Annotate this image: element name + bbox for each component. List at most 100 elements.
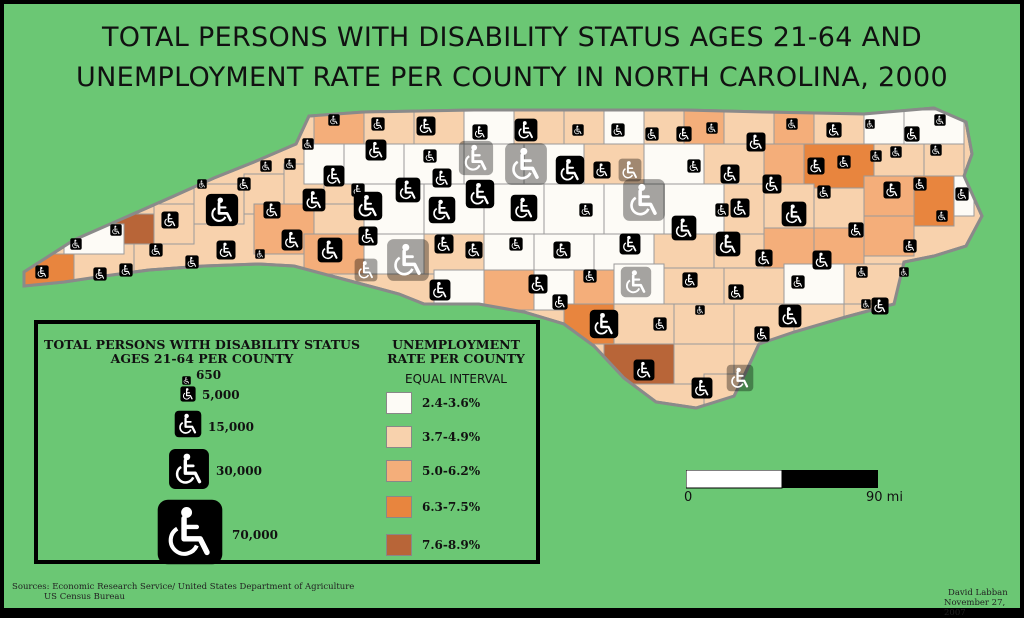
wheelchair-icon bbox=[762, 174, 782, 194]
wheelchair-icon bbox=[197, 179, 207, 189]
wheelchair-icon bbox=[611, 123, 625, 137]
map-title-line-1: TOTAL PERSONS WITH DISABILITY STATUS AGE… bbox=[102, 22, 922, 53]
author-name: David Labban bbox=[948, 588, 1008, 598]
wheelchair-icon bbox=[755, 249, 773, 267]
wheelchair-icon bbox=[180, 386, 196, 402]
wheelchair-icon bbox=[623, 179, 665, 221]
wheelchair-icon bbox=[890, 146, 902, 158]
wheelchair-icon bbox=[619, 233, 641, 255]
scale-end-label: 90 mi bbox=[866, 490, 903, 505]
wheelchair-icon bbox=[465, 179, 495, 209]
wheelchair-icon bbox=[70, 238, 82, 250]
wheelchair-icon bbox=[778, 304, 802, 328]
scale-start-label: 0 bbox=[684, 490, 693, 505]
wheelchair-icon bbox=[182, 370, 191, 385]
county-region bbox=[813, 187, 865, 229]
wheelchair-icon bbox=[552, 294, 568, 310]
wheelchair-icon bbox=[870, 150, 882, 162]
unemployment-legend-heading: UNEMPLOYMENT RATE PER COUNTY bbox=[387, 337, 525, 366]
wheelchair-icon bbox=[358, 226, 378, 246]
size-label-30000: 30,000 bbox=[216, 464, 262, 478]
wheelchair-icon bbox=[904, 126, 920, 142]
map-date: November 27, 2007 bbox=[944, 598, 1006, 618]
wheelchair-icon bbox=[149, 243, 163, 257]
wheelchair-icon bbox=[856, 266, 868, 278]
wheelchair-icon bbox=[354, 258, 378, 282]
wheelchair-icon bbox=[169, 449, 209, 489]
wheelchair-icon bbox=[754, 326, 770, 342]
scale-bar bbox=[686, 470, 878, 489]
wheelchair-icon bbox=[817, 185, 831, 199]
county-region bbox=[543, 183, 605, 235]
wheelchair-icon bbox=[458, 140, 494, 176]
rate-label-3: 5.0-6.2% bbox=[422, 464, 481, 478]
wheelchair-icon bbox=[174, 410, 202, 438]
wheelchair-icon bbox=[786, 118, 798, 130]
wheelchair-icon bbox=[572, 124, 584, 136]
wheelchair-icon bbox=[174, 410, 202, 438]
map-poster: TOTAL PERSONS WITH DISABILITY STATUS AGE… bbox=[4, 4, 1020, 618]
wheelchair-icon bbox=[302, 188, 326, 212]
wheelchair-icon bbox=[676, 126, 692, 142]
wheelchair-icon bbox=[728, 284, 744, 300]
wheelchair-icon bbox=[93, 267, 107, 281]
wheelchair-icon bbox=[593, 161, 611, 179]
wheelchair-icon bbox=[284, 158, 296, 170]
wheelchair-icon bbox=[720, 164, 740, 184]
wheelchair-icon bbox=[161, 211, 179, 229]
wheelchair-icon bbox=[691, 377, 713, 399]
size-label-5000: 5,000 bbox=[202, 388, 240, 402]
wheelchair-icon bbox=[791, 275, 805, 289]
wheelchair-icon bbox=[281, 229, 303, 251]
wheelchair-icon bbox=[185, 255, 199, 269]
wheelchair-icon bbox=[865, 119, 875, 129]
wheelchair-icon bbox=[682, 272, 698, 288]
wheelchair-icon bbox=[168, 448, 210, 490]
county-region bbox=[463, 109, 515, 145]
wheelchair-icon bbox=[328, 114, 340, 126]
wheelchair-icon bbox=[913, 177, 927, 191]
wheelchair-icon bbox=[180, 386, 196, 402]
wheelchair-icon bbox=[903, 239, 917, 253]
wheelchair-icon bbox=[528, 274, 548, 294]
sources-line-1: Sources: Economic Research Service/ Unit… bbox=[12, 582, 355, 592]
wheelchair-icon bbox=[618, 158, 642, 182]
unemployment-legend-subheading: EQUAL INTERVAL bbox=[405, 372, 507, 386]
map-title-line-2: UNEMPLOYMENT RATE PER COUNTY IN NORTH CA… bbox=[76, 62, 948, 93]
wheelchair-icon bbox=[255, 249, 265, 259]
wheelchair-icon bbox=[263, 201, 281, 219]
county-region bbox=[303, 233, 365, 275]
map-title: TOTAL PERSONS WITH DISABILITY STATUS AGE… bbox=[4, 18, 1020, 98]
wheelchair-icon bbox=[807, 157, 825, 175]
wheelchair-icon bbox=[472, 124, 488, 140]
wheelchair-icon bbox=[936, 210, 948, 222]
wheelchair-icon bbox=[633, 359, 655, 381]
wheelchair-icon bbox=[620, 266, 652, 298]
wheelchair-icon bbox=[934, 114, 946, 126]
wheelchair-icon bbox=[423, 149, 437, 163]
sources-line-2: US Census Bureau bbox=[44, 592, 125, 602]
wheelchair-icon bbox=[35, 265, 49, 279]
wheelchair-icon bbox=[156, 498, 224, 566]
size-label-650: 650 bbox=[196, 368, 222, 382]
county-region bbox=[483, 233, 535, 275]
wheelchair-icon bbox=[687, 159, 701, 173]
wheelchair-icon bbox=[428, 196, 456, 224]
size-label-70000: 70,000 bbox=[232, 528, 278, 542]
wheelchair-icon bbox=[695, 305, 705, 315]
wheelchair-icon bbox=[726, 364, 754, 392]
wheelchair-icon bbox=[432, 168, 452, 188]
wheelchair-icon bbox=[216, 240, 236, 260]
wheelchair-icon bbox=[510, 194, 538, 222]
wheelchair-icon bbox=[157, 499, 223, 565]
wheelchair-icon bbox=[589, 309, 619, 339]
wheelchair-icon bbox=[645, 127, 659, 141]
wheelchair-icon bbox=[579, 203, 593, 217]
wheelchair-icon bbox=[706, 122, 718, 134]
wheelchair-icon bbox=[715, 231, 741, 257]
wheelchair-icon bbox=[730, 198, 750, 218]
wheelchair-icon bbox=[323, 165, 345, 187]
county-region bbox=[563, 109, 605, 145]
wheelchair-icon bbox=[505, 143, 547, 185]
wheelchair-icon bbox=[555, 155, 585, 185]
